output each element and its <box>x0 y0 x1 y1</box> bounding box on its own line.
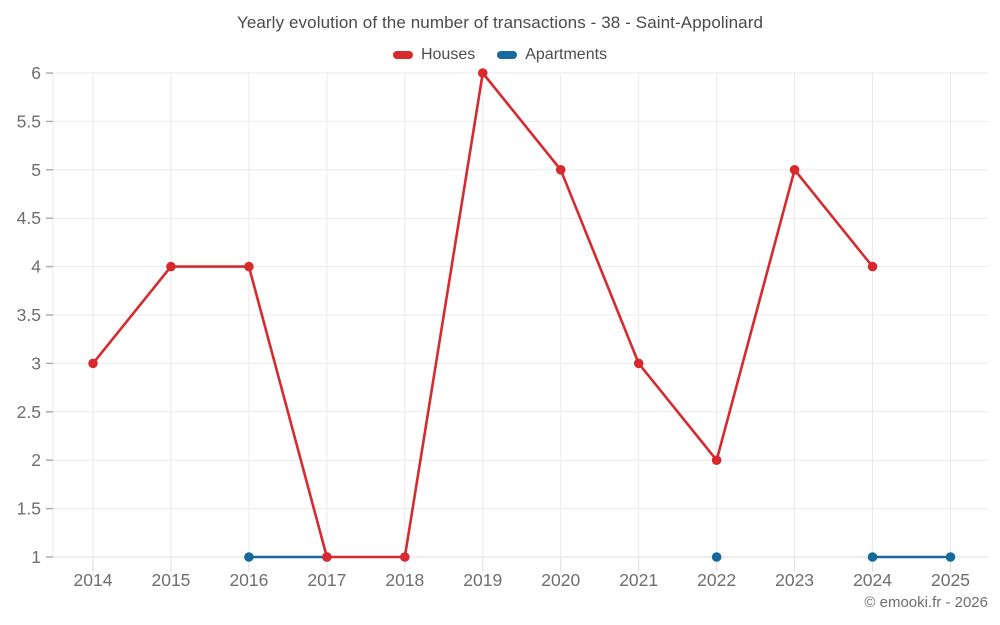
data-point-apartments[interactable] <box>945 552 956 562</box>
data-point-houses[interactable] <box>322 552 332 562</box>
x-axis-label: 2014 <box>74 570 113 590</box>
x-axis-label: 2021 <box>619 570 658 590</box>
y-axis-label: 3.5 <box>17 305 41 325</box>
x-axis-label: 2023 <box>775 570 814 590</box>
y-axis-label: 2 <box>31 450 41 470</box>
x-axis-label: 2019 <box>463 570 502 590</box>
legend-label-apartments: Apartments <box>525 46 608 63</box>
legend-label-houses: Houses <box>420 46 476 63</box>
x-axis-label: 2022 <box>697 570 736 590</box>
y-axis-label: 4 <box>31 257 41 277</box>
chart-legend: Houses Apartments <box>0 46 1000 64</box>
data-point-houses[interactable] <box>88 358 98 369</box>
y-axis-label: 1 <box>31 547 41 567</box>
apartments-series-swatch-icon <box>497 51 518 59</box>
data-point-houses[interactable] <box>400 552 410 562</box>
houses-series-swatch-icon <box>392 51 413 59</box>
y-axis-label: 6 <box>31 63 41 83</box>
data-point-houses[interactable] <box>789 165 800 175</box>
data-point-houses[interactable] <box>166 261 176 272</box>
data-point-houses[interactable] <box>244 261 254 272</box>
data-point-houses[interactable] <box>867 261 878 272</box>
legend-item-apartments[interactable]: Apartments <box>497 46 607 64</box>
y-axis-label: 1.5 <box>17 499 41 519</box>
y-axis-label: 2.5 <box>17 402 41 422</box>
data-point-houses[interactable] <box>555 165 566 175</box>
x-axis-label: 2020 <box>541 570 580 590</box>
data-point-houses[interactable] <box>633 358 644 369</box>
x-axis-label: 2017 <box>307 570 346 590</box>
x-axis-label: 2016 <box>229 570 268 590</box>
x-axis-label: 2025 <box>931 570 970 590</box>
y-axis-label: 4.5 <box>17 208 41 228</box>
chart-title: Yearly evolution of the number of transa… <box>236 13 764 32</box>
data-point-apartments[interactable] <box>244 552 254 562</box>
legend-item-houses[interactable]: Houses <box>392 46 476 64</box>
data-point-apartments[interactable] <box>867 552 878 562</box>
x-axis-label: 2024 <box>853 570 892 590</box>
x-axis-label: 2018 <box>385 570 424 590</box>
data-point-houses[interactable] <box>711 455 722 466</box>
data-point-apartments[interactable] <box>711 552 722 562</box>
y-axis-label: 3 <box>31 353 41 373</box>
data-point-houses[interactable] <box>477 68 488 78</box>
copyright-watermark: © emooki.fr - 2026 <box>864 594 988 611</box>
y-axis-label: 5.5 <box>17 111 41 131</box>
x-axis-label: 2015 <box>151 570 190 590</box>
y-axis-label: 5 <box>31 160 41 180</box>
